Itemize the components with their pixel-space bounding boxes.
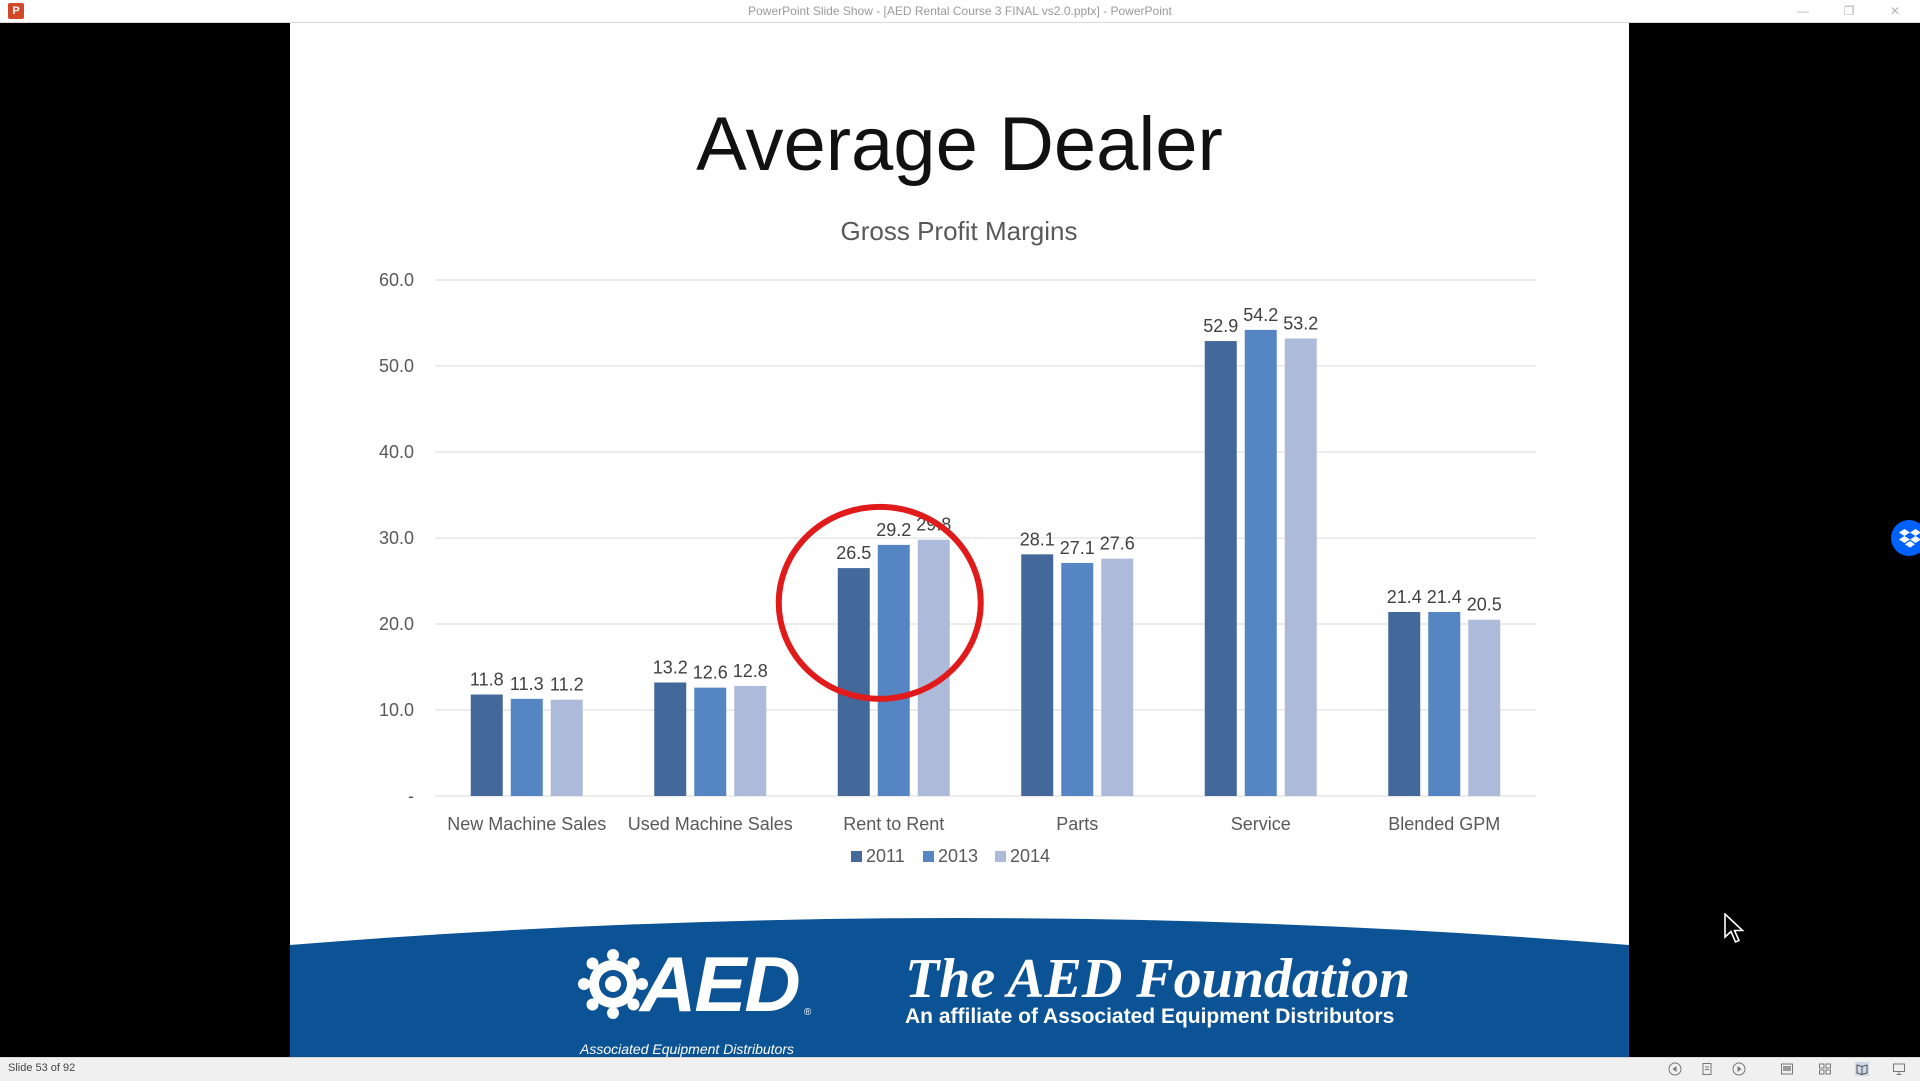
data-label: 21.4	[1427, 587, 1462, 607]
slide[interactable]: Average Dealer Gross Profit Margins - 10.0…	[290, 23, 1629, 1057]
previous-slide-icon[interactable]	[1668, 1062, 1682, 1076]
foundation-affiliate: An affiliate of Associated Equipment Dis…	[905, 1005, 1395, 1028]
close-button[interactable]: ✕	[1889, 4, 1901, 18]
dropbox-badge[interactable]	[1891, 520, 1920, 556]
bar	[877, 544, 910, 796]
slideshow-stage: Average Dealer Gross Profit Margins - 10.0…	[0, 23, 1920, 1057]
window-titlebar: P PowerPoint Slide Show - [AED Rental Co…	[0, 0, 1920, 23]
bar	[470, 694, 503, 796]
data-label: 52.9	[1203, 316, 1238, 336]
window-title: PowerPoint Slide Show - [AED Rental Cour…	[748, 4, 1172, 18]
legend-swatch	[923, 851, 934, 862]
bar	[550, 699, 583, 796]
slide-show-icon[interactable]	[1892, 1062, 1906, 1076]
y-tick-label: 30.0	[379, 528, 414, 548]
slide-sorter-icon[interactable]	[1818, 1062, 1832, 1076]
data-label: 53.2	[1283, 313, 1318, 333]
bar	[734, 685, 767, 796]
aed-gear-icon	[578, 949, 648, 1019]
normal-view-icon[interactable]	[1780, 1062, 1794, 1076]
highlight-circle	[775, 503, 984, 702]
bar	[1428, 611, 1461, 796]
y-tick-label: 60.0	[379, 270, 414, 290]
category-label: Service	[1231, 814, 1291, 834]
bar	[1284, 338, 1317, 796]
data-label: 11.3	[510, 674, 544, 694]
footer-banner	[290, 918, 1629, 1057]
bar	[1388, 611, 1421, 796]
chart-title: Gross Profit Margins	[841, 216, 1078, 246]
slide-counter: Slide 53 of 92	[8, 1062, 76, 1074]
y-tick-label: 10.0	[379, 700, 414, 720]
data-label: 29.2	[876, 520, 911, 540]
category-label: Parts	[1056, 814, 1098, 834]
data-label: 11.8	[470, 670, 504, 690]
bar	[917, 539, 950, 796]
dropbox-icon	[1899, 529, 1920, 548]
data-label: 28.1	[1020, 529, 1055, 549]
next-slide-icon[interactable]	[1732, 1062, 1746, 1076]
bar	[837, 568, 870, 796]
status-bar: Slide 53 of 92	[0, 1057, 1920, 1081]
legend-label: 2014	[1010, 846, 1050, 866]
data-label: 12.6	[693, 663, 728, 683]
data-label: 27.6	[1100, 534, 1135, 554]
bar	[1204, 341, 1237, 796]
data-label: 54.2	[1243, 305, 1278, 325]
data-label: 13.2	[653, 657, 688, 677]
aed-logo: AED ® Associated Equipment Distributors	[578, 940, 818, 1057]
aed-wordmark: AED	[640, 940, 801, 1028]
powerpoint-app-icon[interactable]: P	[8, 3, 24, 19]
category-label: Rent to Rent	[843, 814, 944, 834]
legend-label: 2013	[938, 846, 978, 866]
legend-swatch	[995, 851, 1006, 862]
data-label: 27.1	[1060, 538, 1095, 558]
y-tick-label: -	[408, 786, 414, 806]
data-label: 20.5	[1467, 595, 1502, 615]
bar	[1468, 619, 1501, 796]
bar	[1061, 562, 1094, 796]
legend-swatch	[851, 851, 862, 862]
y-tick-label: 20.0	[379, 614, 414, 634]
bar	[1021, 554, 1054, 796]
data-label: 11.2	[550, 675, 584, 695]
slide-title: Average Dealer	[696, 102, 1223, 187]
bar	[510, 698, 543, 796]
minimize-button[interactable]: —	[1797, 4, 1809, 18]
bar	[654, 682, 687, 796]
data-label: 26.5	[836, 543, 871, 563]
category-label: New Machine Sales	[447, 814, 606, 834]
aed-tagline: Associated Equipment Distributors	[580, 1041, 794, 1057]
bar	[1101, 558, 1134, 796]
y-tick-label: 40.0	[379, 442, 414, 462]
foundation-name: The AED Foundation	[905, 948, 1411, 1010]
data-label: 21.4	[1387, 587, 1422, 607]
reading-view-icon[interactable]	[1855, 1062, 1869, 1076]
category-label: Used Machine Sales	[628, 814, 793, 834]
aed-registered-mark: ®	[804, 1007, 812, 1018]
bar	[1244, 329, 1277, 796]
bar	[694, 687, 727, 796]
restore-button[interactable]: ❐	[1843, 4, 1855, 18]
mouse-pointer-icon	[1724, 913, 1745, 944]
legend-label: 2011	[866, 846, 905, 866]
data-label: 12.8	[733, 661, 768, 681]
gross-profit-chart: Gross Profit Margins - 10.0 20.0 30.0 40.0 50.…	[379, 216, 1536, 866]
notes-icon[interactable]	[1700, 1062, 1714, 1076]
category-label: Blended GPM	[1388, 814, 1500, 834]
y-tick-label: 50.0	[379, 356, 414, 376]
